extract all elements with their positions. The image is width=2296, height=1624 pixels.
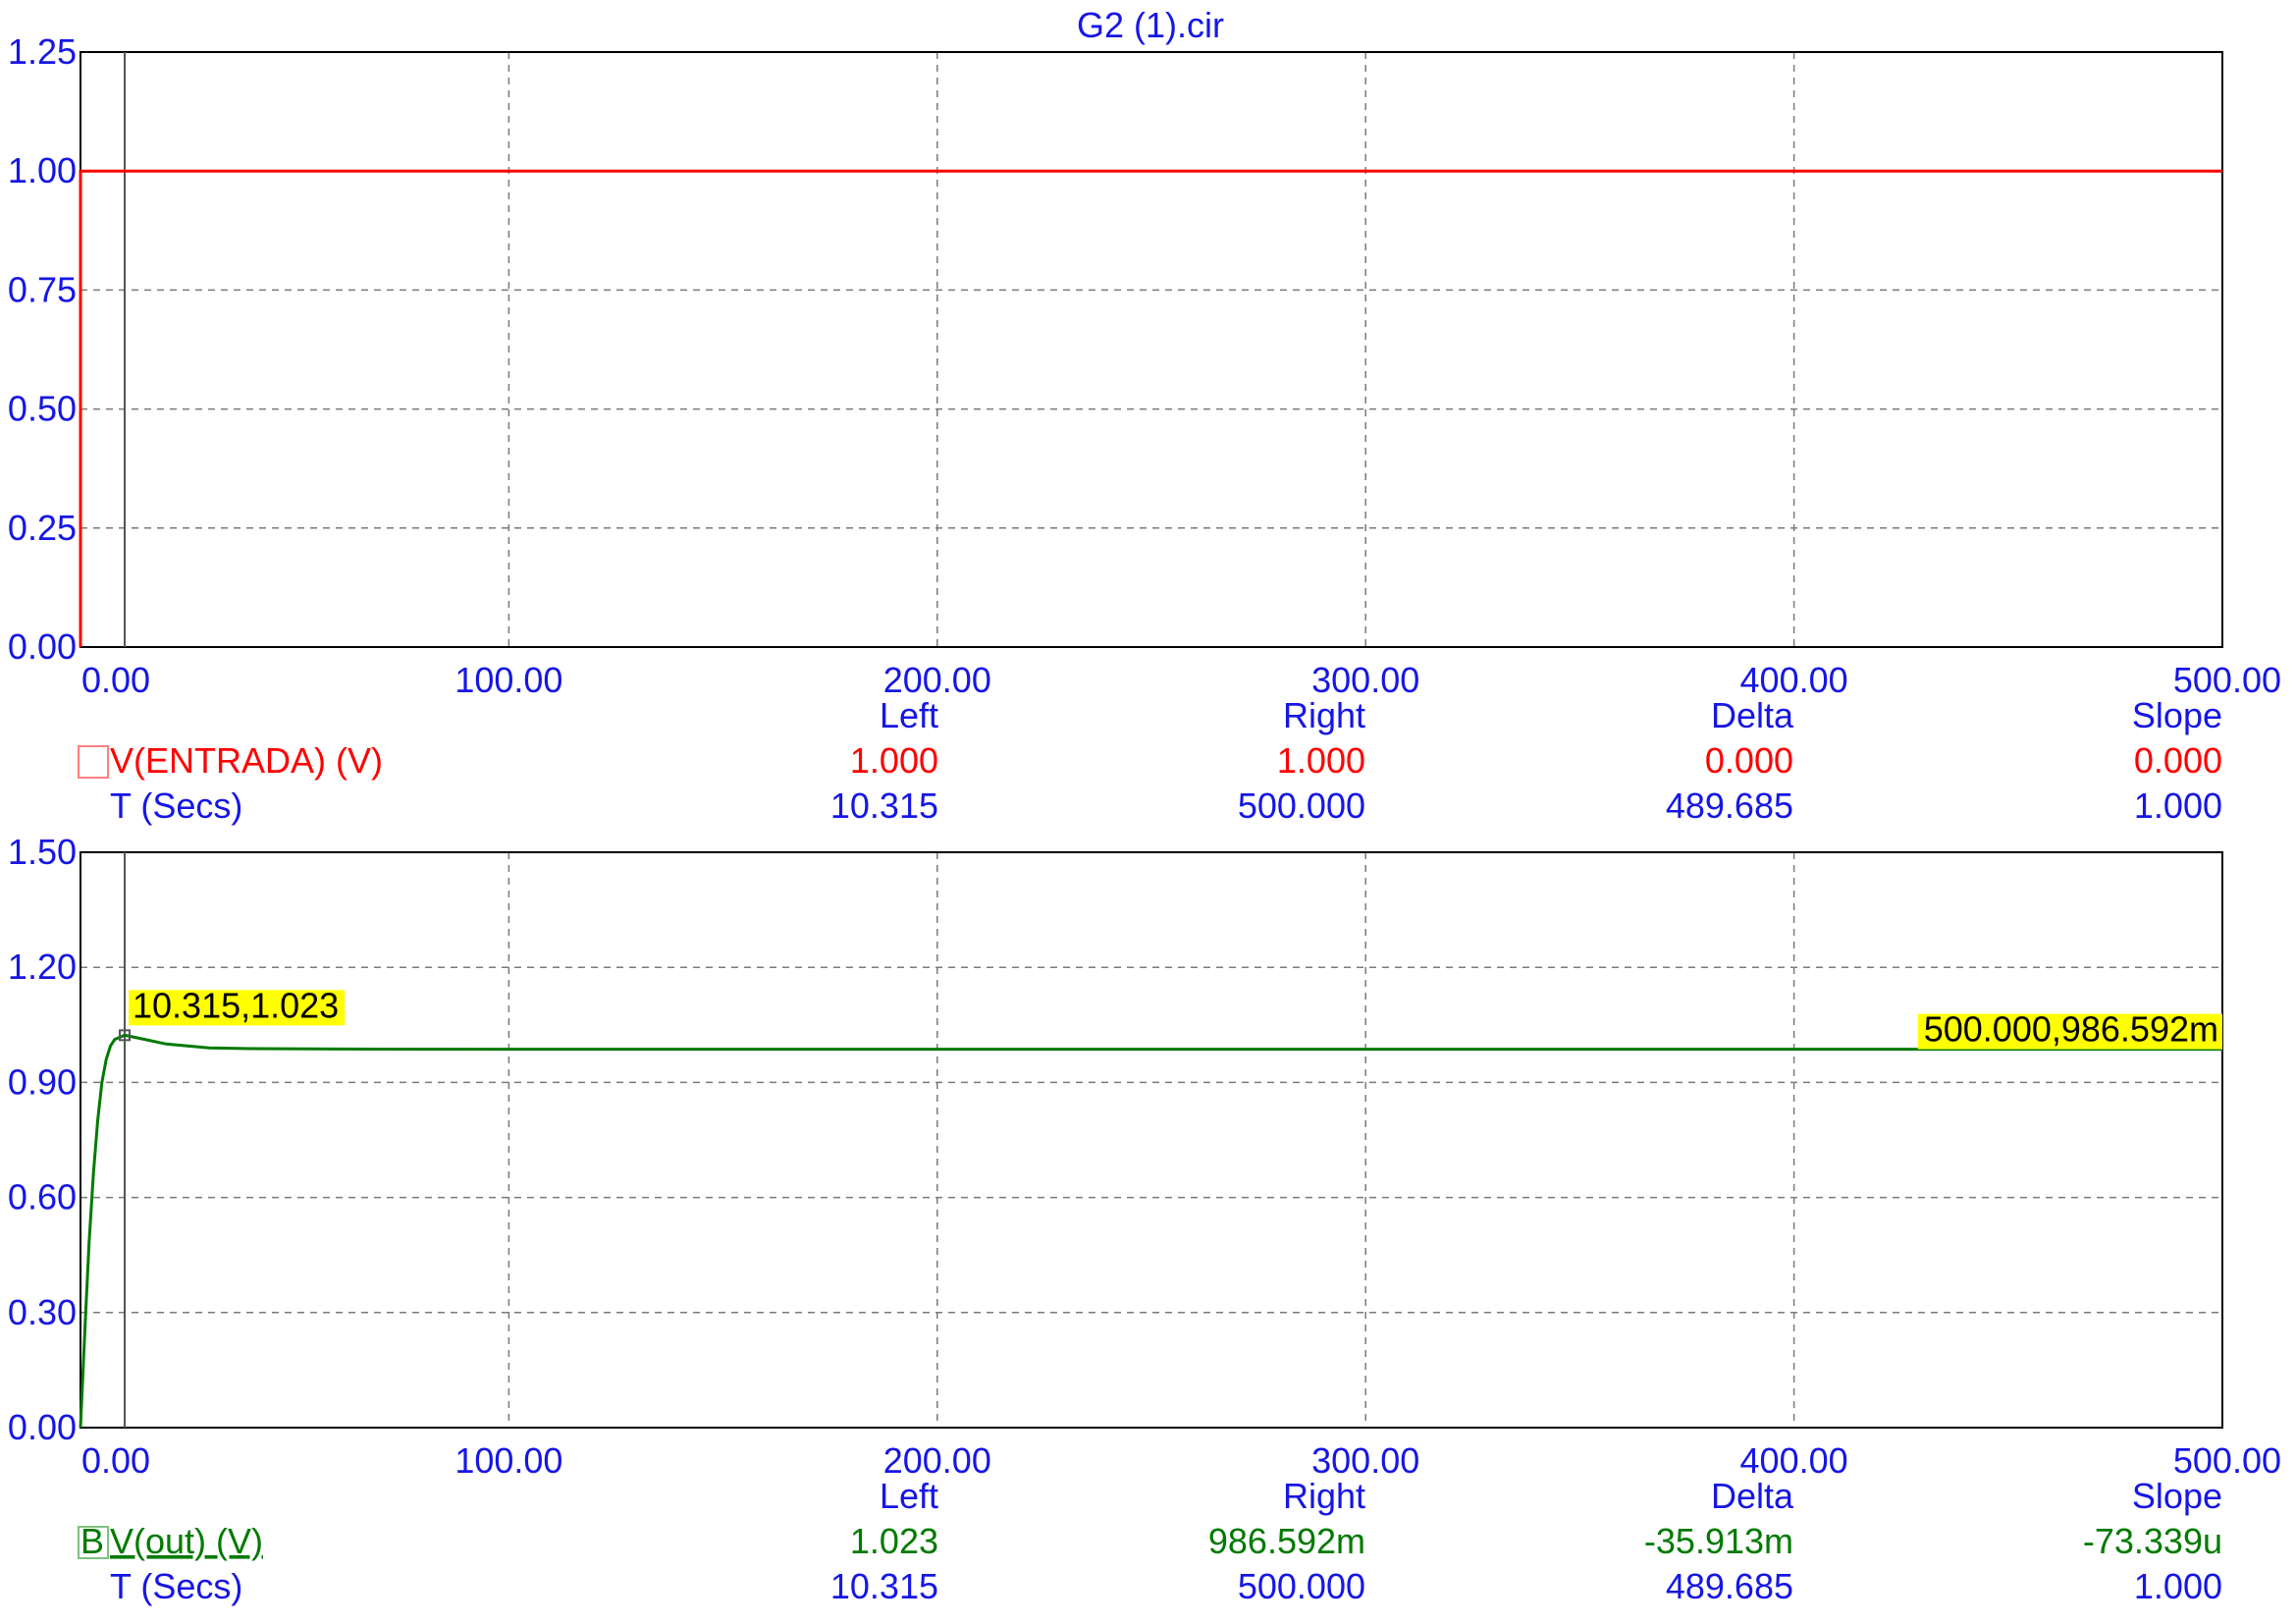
readout-header-right: Right [1283, 695, 1365, 735]
readout-header-right: Right [1283, 1476, 1365, 1516]
out-right-value: 986.592m [1208, 1521, 1365, 1561]
cursor-label-right-bg [1917, 1013, 2222, 1050]
cursor-label-left: 10.315,1.023 [129, 985, 346, 1026]
readout-header-slope: Slope [2132, 695, 2222, 735]
x-tick-label: 0.00 [81, 660, 150, 700]
top-panel-y-axis: 0.00 0.25 0.50 0.75 1.00 1.25 [8, 31, 77, 667]
y-tick-label: 0.25 [8, 508, 77, 548]
y-tick-label: 0.50 [8, 389, 77, 429]
x-tick-label: 500.00 [2173, 1440, 2281, 1481]
out-trace-label[interactable]: V(out) (V) [110, 1521, 263, 1561]
top-readout: Left Right Delta Slope V(ENTRADA) (V) 1.… [78, 695, 2222, 826]
x-tick-label: 100.00 [454, 1440, 562, 1481]
plot-title: G2 (1).cir [1077, 5, 1224, 45]
time-delta-value: 489.685 [1666, 1566, 1793, 1606]
top-panel: 0.00 0.25 0.50 0.75 1.00 1.25 0.00 100.00 200.0… [8, 31, 2281, 826]
bottom-panel-frame [80, 851, 2223, 1429]
out-trace-marker[interactable] [78, 1526, 109, 1559]
cursor-label-left-bg [129, 990, 346, 1026]
cursor-label-right: 500.000,986.592m [1917, 1009, 2222, 1050]
entrada-slope-value: 0.000 [2134, 740, 2222, 781]
readout-header-slope: Slope [2132, 1476, 2222, 1516]
time-left-value: 10.315 [830, 1566, 938, 1606]
bottom-panel: 0.00 0.30 0.60 0.90 1.20 1.50 0.00 100.00 200.0… [8, 832, 2281, 1606]
y-tick-label: 1.25 [8, 31, 77, 72]
bottom-panel-grid [80, 852, 2222, 1428]
out-slope-value: -73.339u [2083, 1521, 2222, 1561]
time-right-value: 500.000 [1238, 785, 1365, 826]
x-tick-label: 300.00 [1311, 660, 1419, 700]
entrada-trace [79, 169, 2222, 647]
bottom-panel-x-axis: 0.00 100.00 200.00 300.00 400.00 500.00 [81, 1440, 2281, 1481]
entrada-delta-value: 0.000 [1705, 740, 1793, 781]
bottom-panel-y-axis: 0.00 0.30 0.60 0.90 1.20 1.50 [8, 832, 77, 1447]
cursor-label-right-text: 500.000,986.592m [1924, 1009, 2218, 1050]
y-tick-label: 0.00 [8, 1407, 77, 1447]
entrada-trace-label[interactable]: V(ENTRADA) (V) [110, 740, 383, 781]
entrada-right-value: 1.000 [1277, 740, 1365, 781]
bottom-readout: Left Right Delta Slope B V(out) (V) 1.02… [78, 1476, 2222, 1606]
time-right-value: 500.000 [1238, 1566, 1365, 1606]
y-tick-label: 1.00 [8, 150, 77, 190]
time-delta-value: 489.685 [1666, 785, 1793, 826]
out-trace-marker-letter: B [80, 1521, 104, 1561]
time-label: T (Secs) [110, 1566, 242, 1606]
readout-header-left: Left [880, 695, 938, 735]
y-tick-label: 1.20 [8, 947, 77, 987]
y-tick-label: 1.50 [8, 832, 77, 872]
time-slope-value: 1.000 [2134, 785, 2222, 826]
top-panel-frame [80, 51, 2223, 648]
cursor-label-left-text: 10.315,1.023 [133, 985, 339, 1025]
time-left-value: 10.315 [830, 785, 938, 826]
x-tick-label: 400.00 [1740, 1440, 1848, 1481]
readout-header-delta: Delta [1711, 695, 1794, 735]
y-tick-label: 0.00 [8, 626, 77, 667]
readout-header-left: Left [880, 1476, 938, 1516]
time-slope-value: 1.000 [2134, 1566, 2222, 1606]
x-tick-label: 500.00 [2173, 660, 2281, 700]
y-tick-label: 0.75 [8, 269, 77, 309]
entrada-left-value: 1.000 [850, 740, 938, 781]
x-tick-label: 0.00 [81, 1440, 150, 1481]
top-panel-x-axis: 0.00 100.00 200.00 300.00 400.00 500.00 [81, 660, 2281, 700]
y-tick-label: 0.60 [8, 1177, 77, 1218]
y-tick-label: 0.30 [8, 1292, 77, 1332]
out-left-value: 1.023 [850, 1521, 938, 1561]
x-tick-label: 200.00 [883, 660, 991, 700]
out-trace [79, 1033, 2222, 1429]
x-tick-label: 200.00 [883, 1440, 991, 1481]
cursor-point-marker [119, 1029, 132, 1042]
entrada-trace-marker[interactable] [78, 745, 109, 779]
x-tick-label: 400.00 [1740, 660, 1848, 700]
x-tick-label: 100.00 [454, 660, 562, 700]
y-tick-label: 0.90 [8, 1061, 77, 1102]
out-delta-value: -35.913m [1644, 1521, 1793, 1561]
top-panel-grid [80, 52, 2222, 647]
readout-header-delta: Delta [1711, 1476, 1794, 1516]
x-tick-label: 300.00 [1311, 1440, 1419, 1481]
time-label: T (Secs) [110, 785, 242, 826]
